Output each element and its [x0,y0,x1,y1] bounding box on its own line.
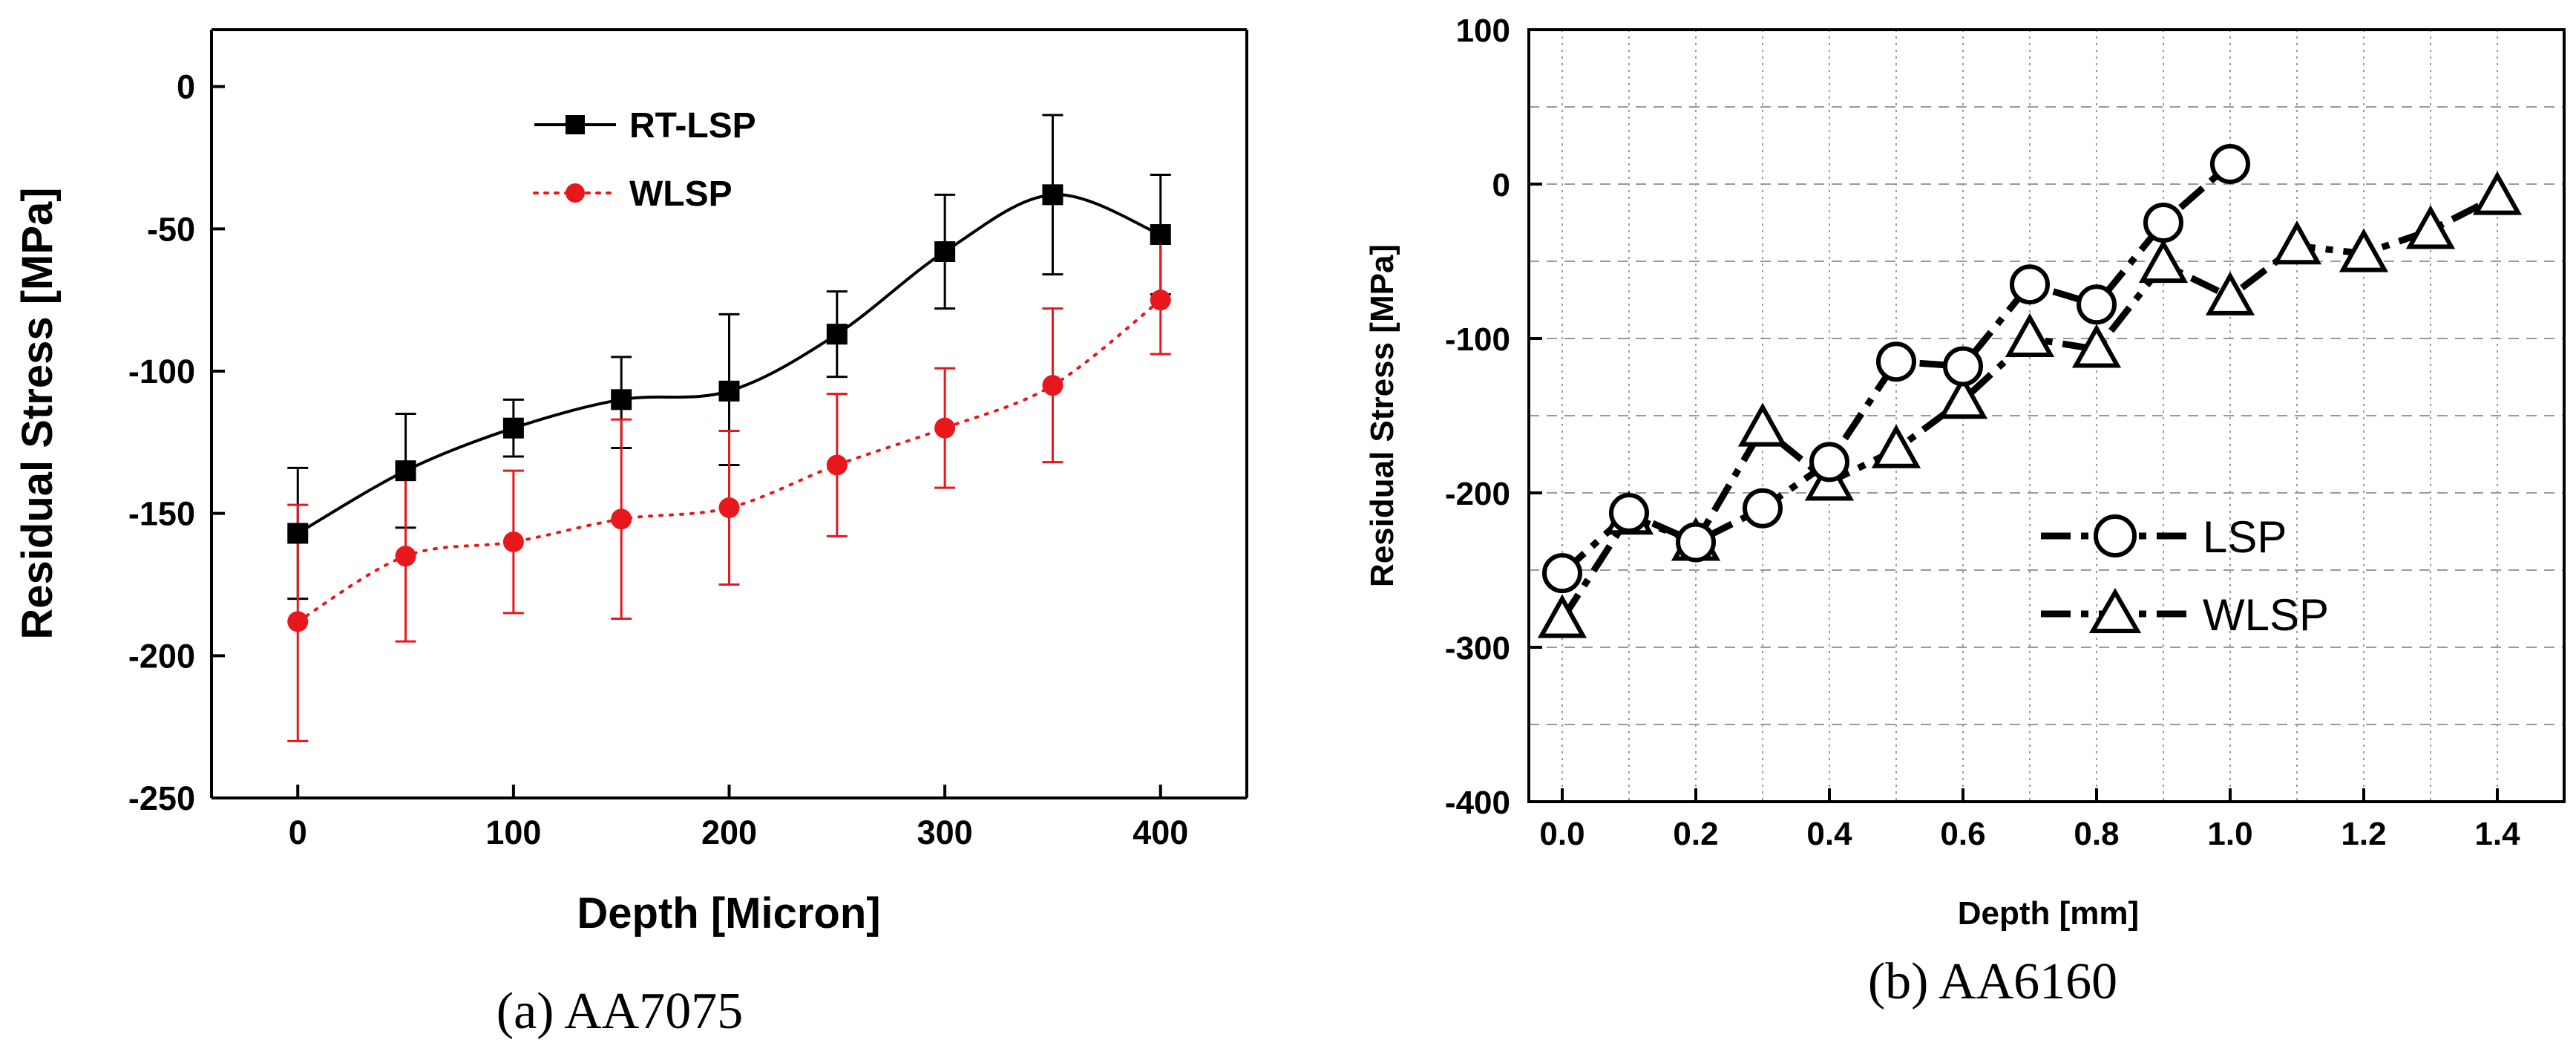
chart-a-x-axis-title: Depth [Micron] [577,889,880,938]
data-point-lsp [1876,341,1916,382]
data-point-rt-lsp [826,324,848,345]
data-point-wlsp [718,497,740,518]
chart-a-y-tick-label: -250 [128,779,195,817]
data-point-wlsp [611,508,632,530]
data-point-lsp [1809,442,1849,482]
chart-a-x-tick-label: 400 [1133,814,1188,851]
data-point-lsp [1676,522,1716,563]
legend-wlsp-marker [566,183,585,203]
chart-b-x-tick-label: 0.0 [1539,816,1584,852]
data-point-lsp [2010,264,2050,305]
chart-b-y-tick-label: 100 [1456,13,1510,49]
data-point-lsp [1943,346,1983,387]
data-point-wlsp [934,417,956,439]
chart-a-x-tick-label: 0 [289,814,307,851]
data-point-wlsp-b [2472,171,2523,215]
data-point-rt-lsp [287,523,309,544]
legend-lsp-marker [2094,514,2137,557]
data-point-rt-lsp [718,380,740,402]
chart-b-y-tick-label: -300 [1445,630,1510,667]
chart-b-legend: LSP WLSP [2041,512,2329,640]
data-point-wlsp [287,611,309,632]
data-point-wlsp-b [2071,324,2122,368]
chart-a-y-tick-label: -150 [128,495,195,533]
chart-b-caption: (b) AA6160 [1868,953,2117,1010]
legend-lsp-label: LSP [2203,512,2287,562]
chart-a-y-tick-label: -50 [147,210,195,248]
data-point-rt-lsp [395,460,416,482]
legend-wlsp-b-marker [2088,587,2142,633]
data-point-wlsp [502,531,524,552]
data-point-rt-lsp [1042,184,1063,206]
legend-wlsp-b-label: WLSP [2203,590,2329,640]
chart-a-legend: RT-LSP WLSP [533,106,756,214]
legend-wlsp-label: WLSP [629,174,733,214]
chart-a-y-axis-title: Residual Stress [MPa] [13,187,62,639]
data-point-rt-lsp [934,241,956,262]
data-point-lsp [2077,284,2117,325]
series-line-wlsp [296,298,1162,624]
chart-b-x-tick-label: 0.4 [1806,816,1852,852]
data-point-wlsp [1042,375,1063,396]
chart-a-x-tick-label: 300 [917,814,973,851]
data-point-wlsp [395,546,416,567]
data-point-rt-lsp [1150,224,1171,245]
chart-b-x-tick-label: 1.2 [2341,816,2386,852]
data-point-wlsp-b [2138,239,2189,284]
data-point-wlsp-b [1871,424,1921,468]
chart-b-x-axis-title: Depth [mm] [1958,895,2139,932]
chart-b-frame [1527,28,2566,803]
chart-a-y-tick-label: -200 [128,637,195,675]
data-point-lsp [1743,488,1783,529]
data-point-rt-lsp [502,417,524,439]
chart-b-x-tick-label: 1.0 [2207,816,2252,852]
data-point-wlsp-b [1938,375,1988,419]
chart-a-y-tick-label: 0 [177,68,195,106]
chart-a-x-tick-label: 100 [485,814,541,851]
chart-a-caption: (a) AA7075 [496,983,743,1040]
data-point-wlsp-b [1537,594,1587,638]
chart-b-x-tick-label: 1.4 [2474,816,2520,852]
data-point-wlsp [1150,289,1171,311]
data-point-wlsp-b [2205,271,2255,315]
data-point-wlsp-b [2272,220,2322,265]
chart-b-y-tick-label: -200 [1445,476,1510,512]
chart-b-x-tick-label: 0.8 [2074,816,2119,852]
chart-b-y-tick-label: -100 [1445,321,1510,358]
chart-b-x-tick-label: 0.6 [1940,816,1985,852]
chart-b-y-tick-label: -400 [1445,785,1510,821]
legend-rt-lsp-marker [566,115,585,134]
chart-b-x-tick-label: 0.2 [1673,816,1718,852]
legend-rt-lsp-label: RT-LSP [629,106,756,145]
data-point-rt-lsp [611,389,632,410]
data-point-lsp [1542,553,1582,594]
chart-a-x-tick-label: 200 [701,814,757,851]
data-point-wlsp-b [2405,205,2456,249]
data-point-wlsp-b [2339,228,2389,272]
chart-b-aa6160: 0.0 0.2 0.4 0.6 0.8 1.0 1.2 1.4 100 0 -100 -200 -300… [1364,13,2566,1010]
data-point-lsp [2210,143,2250,184]
data-point-wlsp-b [1737,402,1788,447]
chart-b-y-tick-label: 0 [1492,167,1510,203]
data-point-wlsp [826,454,848,476]
series-line-lsp-b [1559,161,2232,576]
chart-a-y-tick-label: -100 [128,353,195,390]
chart-b-y-axis-title: Residual Stress [MPa] [1364,244,1400,587]
chart-a-aa7075: 0 100 200 300 400 0 -50 -100 -150 -200 -250 RT-LSP… [13,28,1248,1040]
data-point-lsp [2143,203,2183,243]
data-point-wlsp-b [2005,313,2055,357]
data-point-lsp [1609,493,1649,534]
